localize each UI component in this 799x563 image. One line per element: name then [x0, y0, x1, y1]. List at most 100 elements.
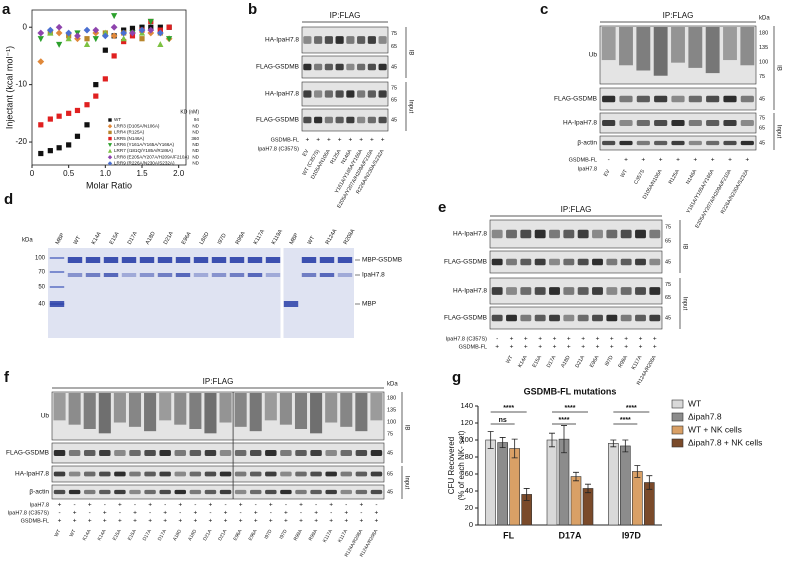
- data-point: [83, 26, 91, 34]
- x-tick-label: D17A: [558, 530, 582, 540]
- band: [723, 140, 737, 146]
- band: [139, 257, 155, 263]
- group-label: Input: [403, 476, 409, 490]
- band: [324, 116, 333, 124]
- band: [295, 471, 307, 477]
- band: [723, 95, 737, 103]
- band: [249, 471, 262, 477]
- data-point: [111, 13, 118, 20]
- band: [563, 287, 575, 295]
- panel-label: g: [452, 369, 461, 386]
- sign: +: [254, 510, 258, 517]
- band: [649, 258, 661, 266]
- band: [129, 471, 141, 477]
- data-point: [38, 122, 44, 128]
- smear: [723, 27, 737, 61]
- legend-label: Δipah7.8: [688, 411, 722, 421]
- kda-marker: 65: [391, 97, 397, 103]
- lane-label: D21A: [202, 528, 214, 542]
- sign: -: [164, 502, 166, 509]
- gel-split: [280, 248, 284, 338]
- data-point: [55, 29, 63, 37]
- band: [219, 450, 232, 456]
- sign: +: [659, 157, 663, 164]
- lane-label: I97D: [604, 354, 615, 367]
- smear: [159, 393, 172, 421]
- sign: +: [676, 157, 680, 164]
- lane-label: D21A: [574, 354, 586, 369]
- lane-label: E96A: [181, 231, 193, 246]
- band: [53, 450, 66, 456]
- lane-label: MBP: [55, 232, 66, 246]
- data-point: [56, 113, 62, 119]
- kda-label: kDa: [387, 382, 398, 388]
- sign: -: [270, 510, 272, 517]
- smear: [740, 27, 755, 66]
- band: [335, 90, 344, 98]
- group-label: Input: [681, 297, 687, 311]
- row-label: FLAG-GSDMB: [256, 64, 299, 71]
- blot-strip: [301, 108, 389, 132]
- band: [324, 36, 333, 44]
- band: [506, 229, 517, 239]
- bar: [509, 448, 520, 526]
- lane-label: E96A: [232, 528, 243, 542]
- kda-marker: 65: [759, 125, 765, 131]
- sign: +: [348, 137, 352, 144]
- row-label: FLAG-GSDMB: [444, 259, 487, 266]
- lane-label: R124A: [325, 228, 339, 246]
- band: [723, 120, 737, 126]
- kda-marker: 180: [759, 31, 768, 37]
- smear: [128, 393, 142, 427]
- band: [265, 471, 277, 477]
- sign: +: [284, 510, 288, 517]
- sign: -: [345, 502, 347, 509]
- kda-marker: 75: [759, 115, 765, 121]
- significance-label: ****: [559, 417, 570, 424]
- lane-label: D17A: [546, 354, 558, 369]
- kda-label: kDa: [759, 16, 770, 22]
- data-point: [138, 26, 146, 34]
- band: [346, 36, 355, 44]
- band: [280, 450, 292, 456]
- x-tick-label: 1.5: [136, 169, 148, 178]
- legend-swatch: [671, 438, 684, 448]
- sign: +: [693, 157, 697, 164]
- band: [577, 229, 589, 239]
- data-point: [65, 29, 73, 37]
- band: [619, 140, 633, 146]
- band: [189, 489, 202, 495]
- band: [234, 489, 247, 495]
- error-bar: [634, 465, 641, 478]
- band: [103, 273, 119, 277]
- sign: +: [359, 518, 363, 525]
- smear: [636, 27, 651, 71]
- group-label: IB: [403, 425, 409, 431]
- band: [606, 258, 618, 266]
- smear: [653, 27, 668, 76]
- data-point: [102, 76, 108, 82]
- band: [619, 120, 633, 126]
- data-point: [84, 122, 90, 128]
- lane-label: L86D: [199, 231, 211, 245]
- band: [654, 120, 668, 126]
- data-point: [110, 23, 118, 31]
- sign: +: [567, 344, 571, 351]
- error-bar: [487, 431, 494, 449]
- lane-label: E96A: [247, 528, 258, 542]
- bar: [632, 471, 643, 526]
- band: [620, 314, 632, 322]
- lane-label: D21A: [163, 231, 175, 246]
- lane-label: E15A: [127, 528, 138, 542]
- band: [635, 287, 646, 295]
- error-bar: [499, 437, 506, 449]
- sign-row-label: GSDMB-FL: [271, 137, 299, 143]
- blot-strip: [489, 277, 663, 305]
- band: [378, 36, 387, 44]
- kda-marker: 45: [665, 259, 671, 265]
- lane-label: N146A: [685, 168, 698, 185]
- band: [103, 257, 119, 263]
- sign: +: [338, 137, 342, 144]
- ladder-band: [49, 257, 65, 259]
